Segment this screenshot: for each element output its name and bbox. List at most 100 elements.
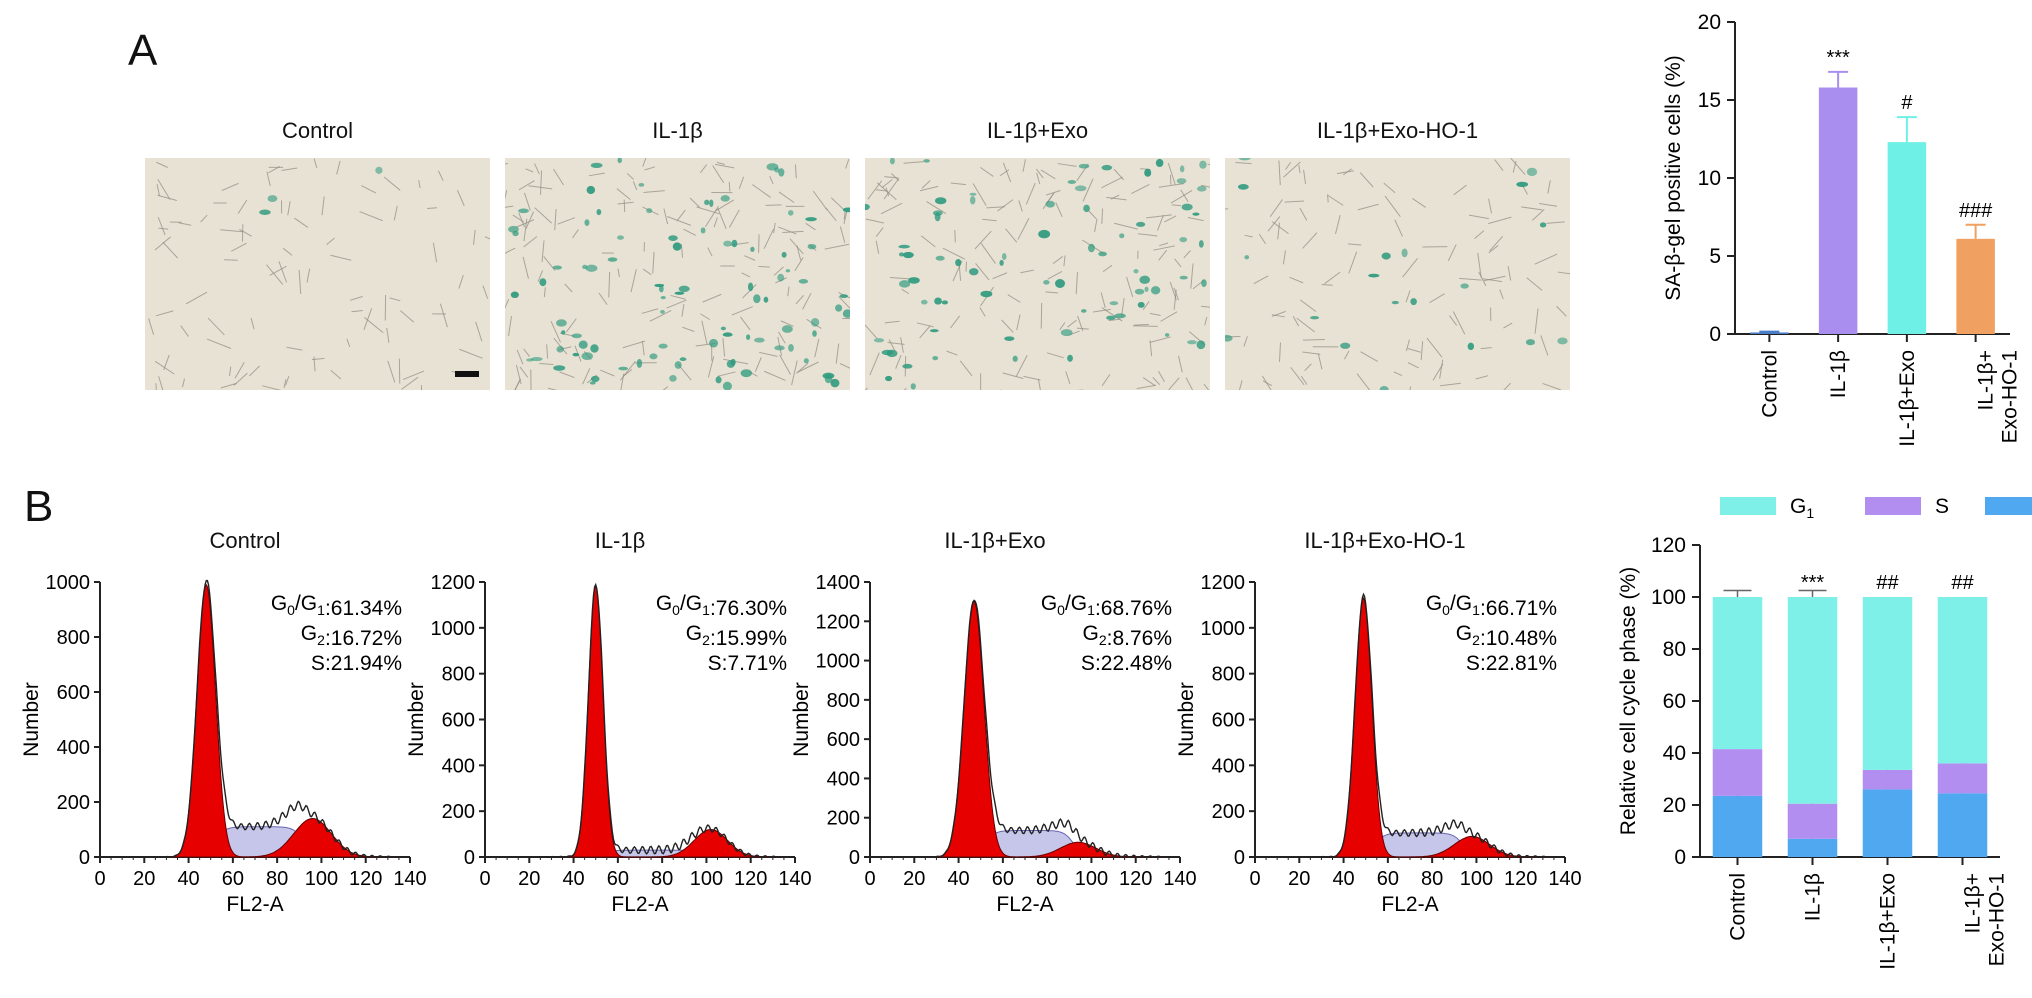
cell-mark — [534, 207, 552, 224]
cell-mark — [557, 217, 576, 225]
stain-mark — [740, 369, 752, 378]
stain-mark — [1176, 178, 1187, 184]
stacked-segment-s — [1787, 803, 1838, 839]
cell-mark — [283, 379, 287, 389]
cell-mark — [537, 270, 544, 282]
cell-mark — [1477, 252, 1482, 278]
cell-mark — [1158, 183, 1184, 188]
cell-mark — [1020, 269, 1034, 274]
cell-mark — [887, 342, 905, 345]
stain-mark — [726, 360, 735, 368]
phase-stat: S:22.48% — [1081, 652, 1172, 675]
stain-mark — [969, 196, 976, 205]
significance-label: *** — [1826, 47, 1850, 69]
stain-mark — [1045, 200, 1055, 208]
x-tick-label: IL-1β+Exo-HO-1 — [1962, 873, 2009, 966]
panel-label-b: B — [24, 482, 54, 531]
cell-mark — [281, 167, 298, 171]
y-axis-label: Number — [405, 682, 428, 757]
cell-mark — [582, 368, 591, 385]
cell-mark — [475, 321, 483, 342]
phase-stat: G2:15.99% — [686, 622, 787, 650]
x-tick-label: 40 — [562, 868, 584, 890]
histogram-il1b: 0 200 400 600 800 1000 1200 0 20 40 60 80 100 120 140 F… — [405, 572, 812, 916]
cell-mark — [649, 309, 672, 322]
cell-mark — [1282, 250, 1286, 265]
cell-mark — [1409, 386, 1412, 390]
cell-mark — [900, 337, 904, 353]
cell-mark — [1302, 338, 1325, 341]
histogram-title-il1b-exo: IL-1β+Exo — [944, 528, 1046, 553]
stacked-segment-s — [1937, 763, 1988, 794]
cell-mark — [157, 217, 166, 236]
stain-mark — [1164, 333, 1170, 337]
cell-mark — [1146, 214, 1172, 219]
cell-mark — [1253, 275, 1269, 285]
stain-mark — [754, 337, 765, 343]
cell-mark — [250, 317, 255, 330]
stain-mark — [658, 343, 668, 349]
cell-mark — [699, 164, 708, 174]
cell-mark — [266, 264, 284, 285]
stain-mark — [788, 210, 794, 216]
stacked-segment-g1 — [1862, 597, 1913, 770]
stain-mark — [1136, 221, 1146, 227]
stain-mark — [1179, 165, 1185, 173]
micrograph-title-il1b: IL-1β — [652, 118, 703, 143]
stain-mark — [842, 207, 850, 213]
stain-mark — [935, 255, 945, 261]
stain-mark — [781, 325, 793, 333]
cell-mark — [738, 176, 745, 189]
cell-mark — [652, 251, 655, 274]
cell-mark — [1531, 209, 1545, 221]
cell-mark — [221, 182, 239, 192]
stain-mark — [709, 199, 714, 207]
y-tick-label: 800 — [57, 627, 90, 649]
stain-mark — [582, 264, 588, 270]
y-tick-label: 60 — [1663, 690, 1686, 713]
cell-mark — [717, 371, 736, 377]
cell-mark — [1300, 375, 1308, 385]
cell-mark — [1546, 221, 1565, 224]
cell-mark — [696, 206, 720, 215]
stacked-segment-g2 — [1937, 793, 1988, 857]
cell-mark — [903, 161, 924, 164]
cell-mark — [523, 236, 538, 248]
cell-mark — [1142, 377, 1156, 387]
x-tick-label: 0 — [479, 868, 490, 890]
cell-mark — [1521, 206, 1543, 211]
stain-mark — [1310, 315, 1320, 320]
y-tick-label: 0 — [1234, 847, 1245, 869]
phase-stat: G0/G1:68.76% — [1041, 592, 1172, 620]
cell-mark — [796, 362, 809, 374]
cell-mark — [752, 184, 771, 198]
cell-mark — [1045, 291, 1059, 294]
x-tick-label: 20 — [903, 868, 925, 890]
significance-label: ### — [1959, 200, 1993, 222]
cell-mark — [794, 164, 797, 179]
cell-mark — [632, 181, 638, 191]
cell-mark — [926, 201, 947, 214]
stain-mark — [898, 244, 910, 249]
stacked-segment-g1 — [1787, 597, 1838, 804]
stain-mark — [830, 378, 840, 388]
phase-stat: S:7.71% — [708, 652, 787, 675]
cell-mark — [1036, 168, 1044, 179]
stain-mark — [590, 162, 603, 169]
cell-mark — [230, 242, 247, 252]
cell-mark — [1173, 287, 1180, 301]
stain-mark — [1179, 275, 1188, 280]
stacked-segment-g2 — [1787, 838, 1838, 857]
stain-mark — [1196, 185, 1207, 192]
cell-mark — [1052, 256, 1064, 265]
stain-mark — [810, 318, 820, 327]
stain-mark — [1539, 222, 1547, 228]
stain-mark — [1410, 298, 1417, 306]
cell-mark — [875, 189, 888, 192]
stain-mark — [1155, 158, 1164, 168]
legend-swatch — [1720, 497, 1776, 515]
cell-mark — [1002, 162, 1012, 183]
stain-mark — [1381, 252, 1391, 260]
stain-mark — [1144, 168, 1152, 177]
cell-mark — [285, 376, 290, 386]
